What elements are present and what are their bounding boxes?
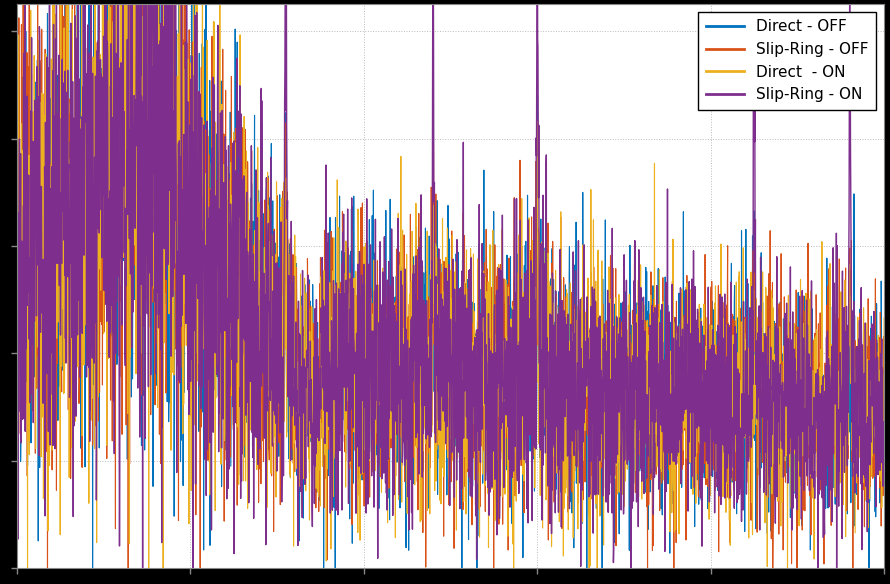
Direct - OFF — [344, 409, 355, 416]
Direct  - ON — [344, 461, 355, 468]
Slip-Ring - OFF — [12, 213, 22, 220]
Direct - OFF — [163, 258, 174, 265]
Line: Direct - OFF: Direct - OFF — [17, 0, 884, 568]
Slip-Ring - ON — [862, 468, 873, 475]
Direct - OFF — [12, 186, 22, 193]
Direct  - ON — [878, 314, 889, 321]
Line: Slip-Ring - OFF: Slip-Ring - OFF — [17, 0, 884, 568]
Direct - OFF — [878, 418, 889, 425]
Direct - OFF — [769, 318, 780, 325]
Slip-Ring - OFF — [878, 448, 889, 455]
Line: Direct  - ON: Direct - ON — [17, 0, 884, 568]
Slip-Ring - OFF — [42, 564, 53, 571]
Direct  - ON — [22, 564, 33, 571]
Slip-Ring - OFF — [769, 392, 780, 399]
Direct - OFF — [87, 564, 98, 571]
Slip-Ring - OFF — [382, 294, 392, 301]
Direct  - ON — [769, 419, 780, 426]
Legend: Direct - OFF, Slip-Ring - OFF, Direct  - ON, Slip-Ring - ON: Direct - OFF, Slip-Ring - OFF, Direct - … — [699, 12, 877, 110]
Direct - OFF — [110, 225, 121, 232]
Line: Slip-Ring - ON: Slip-Ring - ON — [17, 0, 884, 568]
Slip-Ring - ON — [382, 376, 392, 383]
Direct - OFF — [862, 373, 873, 380]
Slip-Ring - ON — [12, 239, 22, 246]
Slip-Ring - OFF — [862, 363, 873, 370]
Slip-Ring - OFF — [110, 217, 121, 224]
Slip-Ring - ON — [769, 401, 780, 408]
Slip-Ring - ON — [137, 564, 148, 571]
Slip-Ring - ON — [344, 458, 355, 465]
Direct  - ON — [382, 519, 392, 526]
Slip-Ring - OFF — [163, 171, 174, 178]
Slip-Ring - ON — [163, 261, 174, 268]
Slip-Ring - ON — [110, 350, 121, 357]
Slip-Ring - ON — [878, 437, 889, 444]
Direct  - ON — [862, 356, 873, 363]
Slip-Ring - OFF — [344, 392, 355, 399]
Direct - OFF — [382, 319, 392, 326]
Direct  - ON — [12, 327, 22, 334]
